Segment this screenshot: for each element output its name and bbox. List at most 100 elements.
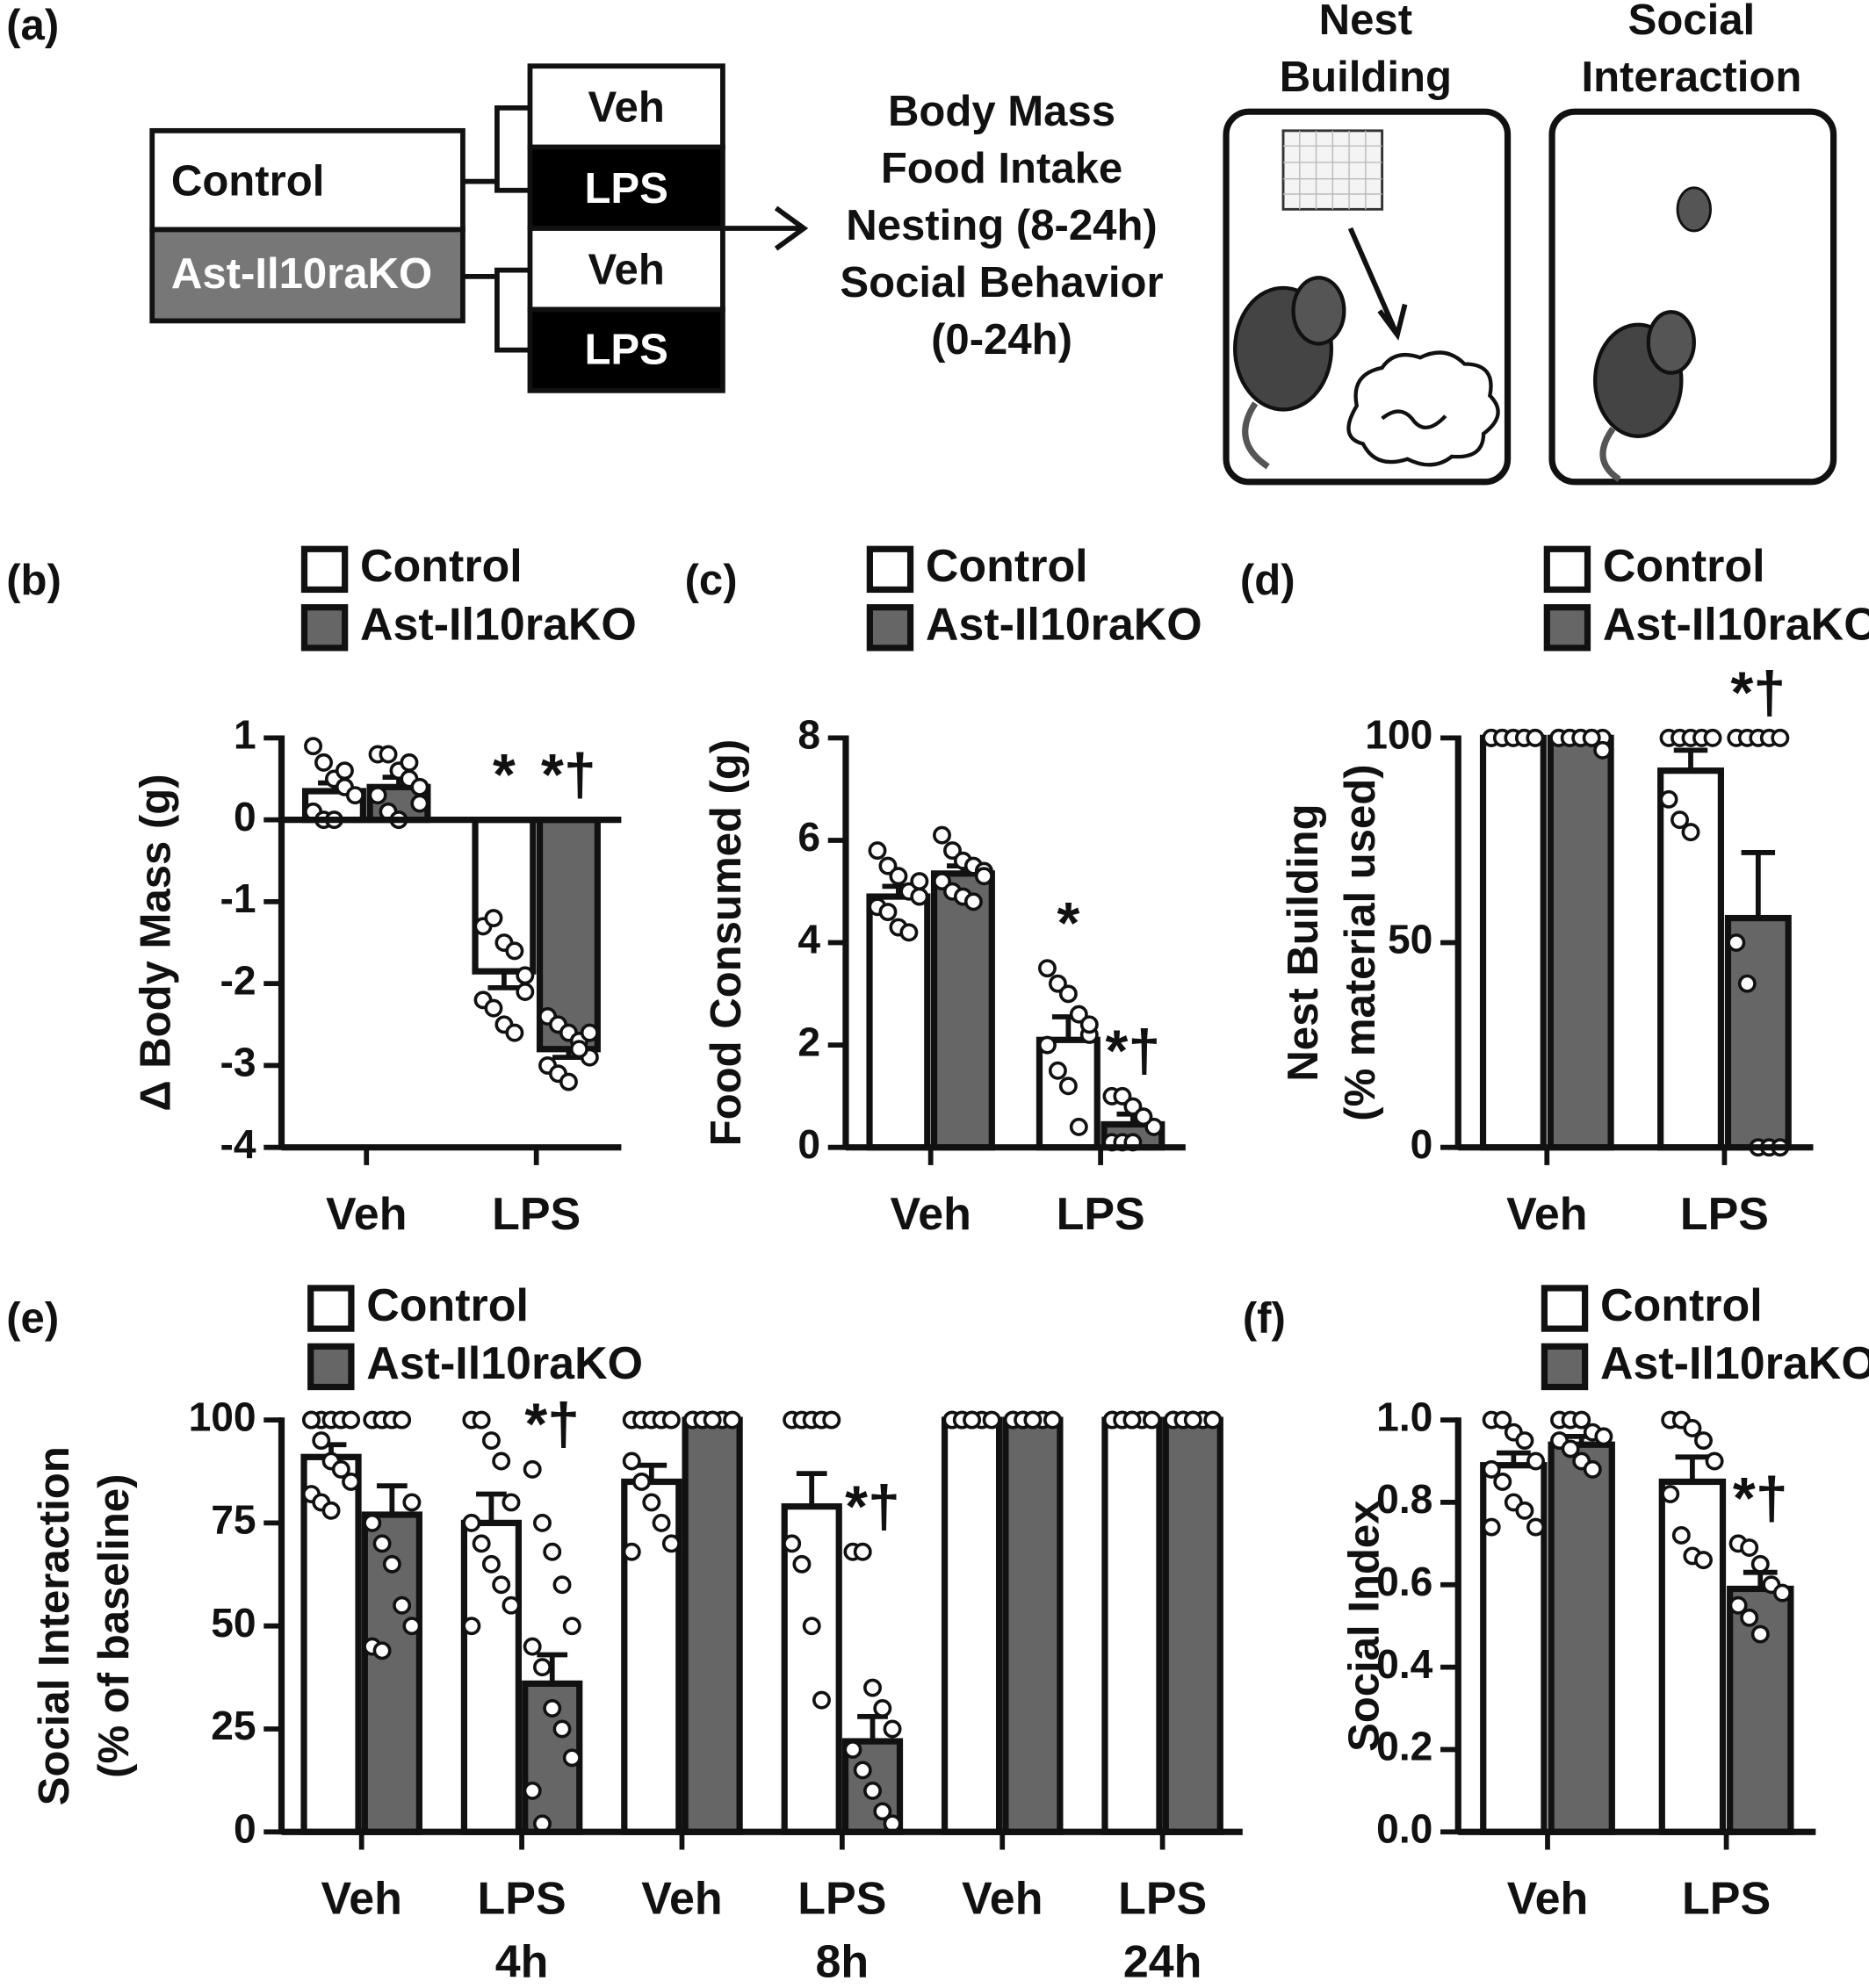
data-point xyxy=(559,1072,578,1091)
y-tick-label: 100 xyxy=(189,1394,256,1439)
data-point xyxy=(368,786,387,805)
y-tick-label: 50 xyxy=(1388,917,1432,962)
annotation: * xyxy=(493,743,516,808)
data-point xyxy=(1143,1410,1161,1430)
data-point xyxy=(652,1513,671,1532)
outcome: (0-24h) xyxy=(931,316,1072,364)
data-point xyxy=(342,1410,361,1430)
mouse-small xyxy=(1676,186,1712,233)
bar xyxy=(930,870,995,1151)
data-point xyxy=(484,909,503,928)
error-bar xyxy=(1675,1454,1710,1482)
x-tick-label: LPS xyxy=(797,1873,886,1924)
data-point xyxy=(1144,1117,1164,1136)
data-point xyxy=(1515,1501,1534,1520)
data-point xyxy=(372,1641,392,1660)
data-point xyxy=(1037,1035,1057,1055)
data-point xyxy=(410,777,429,796)
data-point xyxy=(822,1410,841,1430)
data-point xyxy=(863,1781,882,1800)
data-point xyxy=(1582,728,1601,747)
y-axis-label: Food Consumed (g) xyxy=(703,739,750,1146)
bracket xyxy=(462,104,530,353)
y-tick-label: 0 xyxy=(797,1121,820,1167)
data-point xyxy=(1526,1451,1545,1471)
data-point xyxy=(661,1410,681,1430)
error-bar xyxy=(1673,747,1708,771)
data-point xyxy=(1183,1410,1202,1430)
data-point xyxy=(1683,1418,1702,1437)
data-point xyxy=(1771,728,1790,747)
data-point xyxy=(472,1410,491,1430)
data-point xyxy=(642,1493,661,1512)
data-point xyxy=(1572,1410,1591,1430)
y-tick-label: 0.8 xyxy=(1376,1476,1432,1522)
error-bar xyxy=(796,1471,827,1507)
panel-label: (b) xyxy=(6,557,61,604)
data-point xyxy=(304,737,323,756)
mouse-head xyxy=(1646,310,1696,375)
data-point xyxy=(1561,1439,1580,1459)
data-point xyxy=(314,753,333,772)
bar xyxy=(1162,1416,1223,1835)
y-tick-label: -2 xyxy=(220,957,256,1003)
y-tick-label: 100 xyxy=(1365,712,1432,758)
data-point xyxy=(342,1472,361,1491)
legend-swatch xyxy=(307,1343,355,1391)
y-tick-label: 4 xyxy=(797,917,820,962)
data-point xyxy=(963,892,983,911)
data-point xyxy=(580,1023,599,1042)
panel-label: (f) xyxy=(1243,1294,1286,1342)
y-tick-label: 2 xyxy=(797,1019,820,1064)
data-point xyxy=(569,1040,588,1059)
data-point xyxy=(505,941,524,961)
error-bar xyxy=(487,971,521,990)
data-point xyxy=(933,872,951,891)
data-point xyxy=(1740,1608,1759,1627)
data-point xyxy=(878,856,898,875)
x-tick-label: LPS xyxy=(478,1873,566,1924)
annotation: *† xyxy=(1105,1019,1160,1084)
data-point xyxy=(1048,974,1067,993)
data-point xyxy=(1750,1554,1770,1574)
bar xyxy=(1547,734,1614,1151)
legend-swatch xyxy=(866,604,914,652)
data-point xyxy=(1671,810,1689,830)
data-point xyxy=(1493,1410,1512,1430)
legend-label: Control xyxy=(926,541,1088,592)
bar xyxy=(1479,734,1547,1151)
data-point xyxy=(382,1554,401,1574)
data-point xyxy=(853,1542,872,1561)
outcome: Body Mass xyxy=(888,88,1115,135)
legend-swatch xyxy=(300,545,349,594)
y-tick-label: 8 xyxy=(797,712,820,758)
data-point xyxy=(1671,1525,1691,1545)
error-bar xyxy=(636,1462,668,1482)
y-tick-label: 75 xyxy=(211,1497,256,1543)
mouse-tail xyxy=(1242,401,1270,470)
social-box xyxy=(1548,108,1837,486)
data-point xyxy=(873,1802,892,1821)
y-tick-label: 6 xyxy=(797,814,820,860)
data-point xyxy=(1583,1459,1602,1479)
group-label: Ast-Il10raKO xyxy=(171,250,432,298)
y-axis-label: Δ Body Mass (g) xyxy=(132,774,179,1111)
data-point xyxy=(1122,1410,1142,1430)
annotation: * xyxy=(1057,891,1079,956)
data-point xyxy=(393,1595,412,1615)
group-label: Control xyxy=(171,157,324,205)
box-title: Nest xyxy=(1319,0,1412,44)
treatment-label: Veh xyxy=(588,84,665,132)
data-point xyxy=(410,794,429,813)
x-tick-sublabel: 4h xyxy=(495,1937,549,1988)
legend-label: Control xyxy=(1603,541,1765,592)
data-point xyxy=(703,1410,722,1430)
y-tick-label: -4 xyxy=(220,1121,256,1167)
data-point xyxy=(321,1501,341,1520)
legend-swatch xyxy=(307,1285,355,1332)
data-point xyxy=(1705,1451,1724,1471)
data-point xyxy=(1203,1410,1223,1430)
data-point xyxy=(1659,789,1678,809)
outcome: Food Intake xyxy=(881,145,1122,192)
mouse-head xyxy=(1291,276,1346,346)
